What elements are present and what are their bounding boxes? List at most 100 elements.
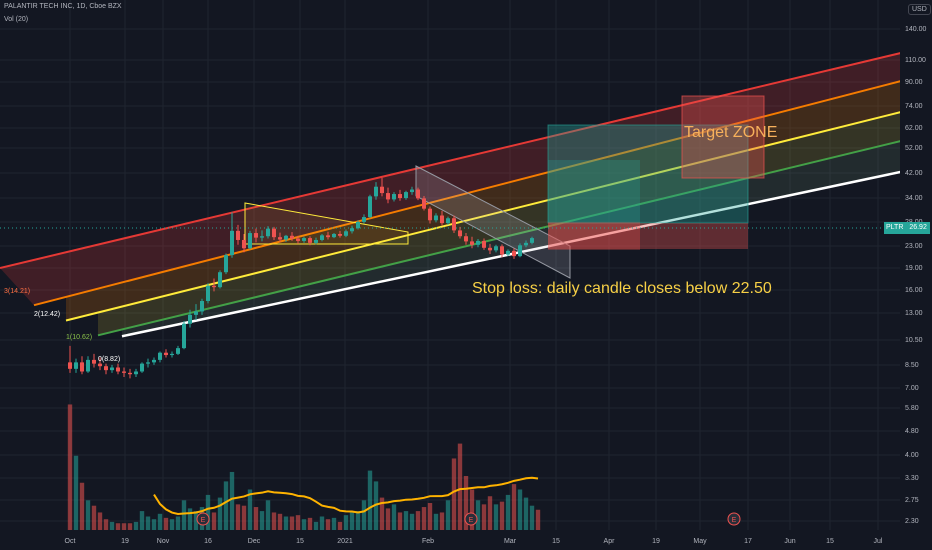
candle-body bbox=[404, 192, 408, 199]
volume-bar bbox=[427, 503, 433, 530]
candle-body bbox=[86, 359, 90, 372]
volume-ma-line bbox=[153, 476, 539, 515]
volume-bar bbox=[229, 471, 235, 530]
volume-bar bbox=[145, 516, 151, 530]
time-axis-label: Dec bbox=[248, 538, 261, 545]
candle-body bbox=[344, 231, 348, 236]
candle-body bbox=[116, 367, 120, 372]
candle-body bbox=[314, 239, 318, 243]
fib-line bbox=[65, 110, 906, 322]
candle-body bbox=[398, 194, 402, 199]
volume-bar bbox=[535, 509, 541, 530]
candle-body bbox=[110, 367, 114, 371]
fib-line bbox=[33, 79, 906, 307]
volume-bar bbox=[205, 494, 211, 530]
volume-bar bbox=[445, 500, 451, 530]
price-axis-label: 23.00 bbox=[905, 243, 923, 250]
target-zone-annotation[interactable]: Target ZONE bbox=[684, 124, 778, 141]
inner-target-box bbox=[548, 160, 640, 222]
last-price-ticker: PLTR bbox=[886, 224, 904, 231]
candle-body bbox=[470, 241, 474, 245]
candle-body bbox=[452, 218, 456, 231]
last-price-badge: PLTR 26.92 bbox=[884, 222, 930, 234]
price-axis-label: 7.00 bbox=[905, 385, 919, 392]
earnings-badge bbox=[727, 512, 741, 526]
candle-body bbox=[128, 372, 132, 375]
down-channel bbox=[415, 165, 571, 279]
time-axis-label: 19 bbox=[652, 538, 660, 545]
volume-bar bbox=[343, 515, 349, 530]
currency-button[interactable]: USD bbox=[908, 4, 931, 15]
volume-indicator-label: Vol (20) bbox=[4, 16, 29, 23]
earnings-badge bbox=[196, 512, 210, 526]
volume-bar bbox=[475, 500, 481, 530]
volume-bar bbox=[259, 511, 265, 530]
volume-bar bbox=[127, 523, 133, 530]
candle-body bbox=[416, 189, 420, 199]
target-zone-box bbox=[681, 95, 765, 179]
volume-bar bbox=[355, 511, 361, 530]
price-axis-label: 5.80 bbox=[905, 405, 919, 412]
candle-body bbox=[482, 240, 486, 248]
candle-body bbox=[80, 362, 84, 372]
time-axis-label: 15 bbox=[296, 538, 304, 545]
candle-body bbox=[302, 238, 306, 241]
price-axis-label: 19.00 bbox=[905, 265, 923, 272]
stop-loss-annotation[interactable]: Stop loss: daily candle closes below 22.… bbox=[472, 280, 772, 297]
volume-bar bbox=[505, 494, 511, 530]
volume-bar bbox=[73, 455, 79, 530]
price-axis-label: 8.50 bbox=[905, 362, 919, 369]
candle-body bbox=[368, 196, 372, 218]
candle-body bbox=[488, 247, 492, 251]
price-axis bbox=[900, 0, 932, 550]
candle-body bbox=[464, 236, 468, 242]
volume-bar bbox=[421, 507, 427, 530]
volume-bar bbox=[67, 404, 73, 530]
volume-bar bbox=[415, 511, 421, 530]
candle-body bbox=[188, 314, 192, 324]
volume-bar bbox=[385, 508, 391, 530]
volume-bar bbox=[481, 504, 487, 530]
volume-bar bbox=[79, 482, 85, 530]
volume-bar bbox=[349, 512, 355, 530]
candle-body bbox=[320, 235, 324, 240]
time-axis-label: 16 bbox=[204, 538, 212, 545]
volume-bar bbox=[217, 497, 223, 530]
price-axis-label: 110.00 bbox=[905, 57, 926, 64]
fib-band bbox=[98, 111, 905, 336]
volume-bar bbox=[85, 500, 91, 530]
volume-bar bbox=[511, 484, 517, 530]
candle-body bbox=[374, 186, 378, 197]
volume-bar bbox=[181, 500, 187, 530]
volume-bar bbox=[301, 519, 307, 530]
candle-body bbox=[74, 362, 78, 369]
volume-bar bbox=[283, 516, 289, 530]
candle-body bbox=[434, 215, 438, 221]
volume-bar bbox=[115, 523, 121, 530]
price-axis-label: 4.80 bbox=[905, 428, 919, 435]
volume-bar bbox=[517, 489, 523, 530]
earnings-badge-label: E bbox=[201, 517, 206, 524]
price-axis-label: 52.00 bbox=[905, 145, 923, 152]
time-axis-label: 15 bbox=[552, 538, 560, 545]
candle-body bbox=[236, 230, 240, 240]
price-axis-label: 90.00 bbox=[905, 79, 923, 86]
triangle-pattern bbox=[244, 202, 409, 245]
fib-line bbox=[97, 139, 906, 337]
time-axis bbox=[0, 531, 932, 550]
volume-bar bbox=[337, 521, 343, 530]
time-axis-label: Feb bbox=[422, 538, 434, 545]
volume-bar bbox=[247, 489, 253, 530]
volume-bar bbox=[241, 505, 247, 530]
candle-body bbox=[272, 228, 276, 238]
candle-body bbox=[422, 198, 426, 209]
time-axis-label: Jun bbox=[784, 538, 795, 545]
candle-body bbox=[146, 362, 150, 364]
fib-band bbox=[66, 80, 905, 321]
volume-bar bbox=[403, 511, 409, 530]
price-axis-label: 3.30 bbox=[905, 475, 919, 482]
price-axis-label: 34.00 bbox=[905, 195, 923, 202]
candle-body bbox=[164, 352, 168, 356]
